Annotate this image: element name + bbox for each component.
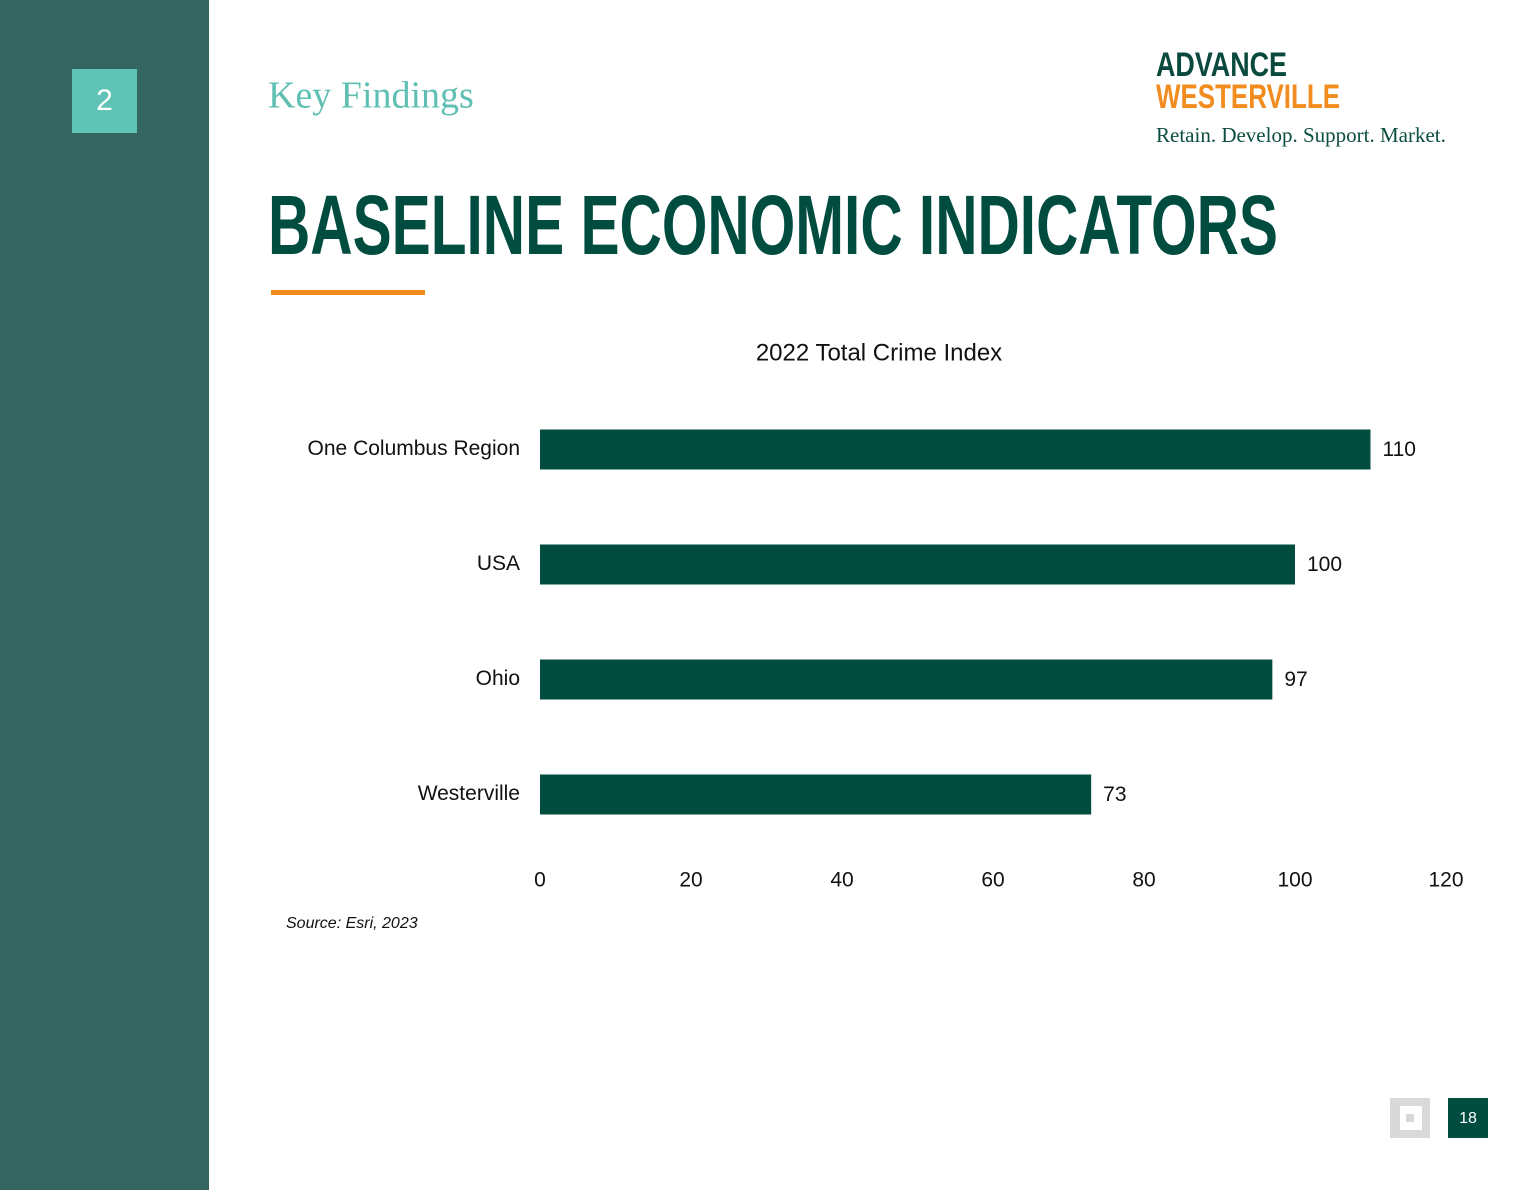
x-tick-label: 60 xyxy=(981,869,1004,892)
y-tick-label: One Columbus Region xyxy=(308,437,520,460)
title-underline xyxy=(271,290,425,295)
value-label: 110 xyxy=(1383,438,1416,461)
y-tick-label: Westerville xyxy=(418,782,520,805)
y-tick-label: Ohio xyxy=(476,667,520,690)
source: Source: Esri, 2023 xyxy=(286,915,418,932)
section-label: Key Findings xyxy=(268,75,474,117)
x-tick-label: 120 xyxy=(1428,869,1463,892)
chart-title: 2022 Total Crime Index xyxy=(756,339,1002,366)
y-tick-label: USA xyxy=(477,552,520,575)
bar xyxy=(540,774,1092,815)
value-label: 97 xyxy=(1284,668,1307,691)
bar xyxy=(540,429,1371,470)
value-label: 100 xyxy=(1307,553,1342,576)
x-tick-label: 100 xyxy=(1277,869,1312,892)
bar xyxy=(540,659,1273,700)
page-number-box xyxy=(1448,1098,1488,1138)
sidebar xyxy=(0,0,209,1190)
x-tick-label: 40 xyxy=(830,869,853,892)
bar xyxy=(540,544,1295,585)
logo-line1: ADVANCE xyxy=(1156,46,1287,84)
x-tick-label: 80 xyxy=(1132,869,1155,892)
icon-dot xyxy=(1406,1114,1414,1122)
section-box xyxy=(72,69,137,133)
x-tick-label: 20 xyxy=(679,869,702,892)
value-label: 73 xyxy=(1103,783,1126,806)
slide-title: BASELINE ECONOMIC INDICATORS xyxy=(268,178,1278,272)
logo-line2: WESTERVILLE xyxy=(1156,78,1340,116)
footer-icon xyxy=(1390,1098,1430,1138)
chart: 0 20 40 60 80 100 120 One Columbus Region 110 USA… xyxy=(308,429,1464,892)
logo-tagline: Retain. Develop. Support. Market. xyxy=(1156,123,1446,147)
section-number: 2 xyxy=(96,84,113,117)
x-tick-label: 0 xyxy=(534,869,546,892)
page-number: 18 xyxy=(1459,1110,1477,1127)
